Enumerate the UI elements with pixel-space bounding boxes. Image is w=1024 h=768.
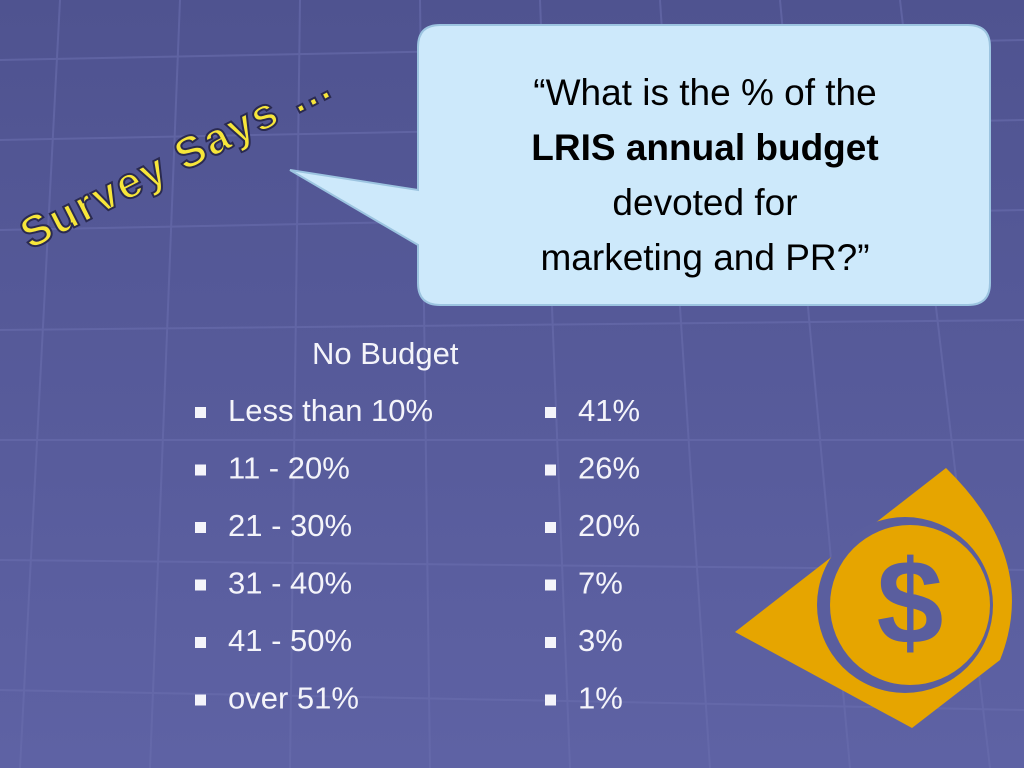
bullet	[545, 464, 556, 476]
list-item: Less than 10%	[228, 393, 433, 428]
list-item: 11 - 20%	[228, 451, 350, 486]
list-item: 41 - 50%	[228, 623, 352, 658]
list-item: 1%	[578, 681, 623, 716]
list-item: over 51%	[228, 681, 359, 716]
bullet	[545, 694, 556, 706]
list-item: 31 - 40%	[228, 566, 352, 601]
bubble-line: “What is the % of the	[533, 72, 876, 113]
bullet	[195, 637, 206, 648]
list-item: 26%	[578, 451, 640, 486]
bullet	[195, 407, 206, 418]
list-item: 41%	[578, 393, 640, 428]
bullet	[195, 579, 206, 591]
list-item: 20%	[578, 508, 640, 543]
bubble-line: LRIS annual budget	[531, 127, 878, 168]
bullet	[545, 579, 556, 591]
bullet	[195, 464, 206, 476]
list-item: 3%	[578, 623, 623, 658]
speech-bubble	[289, 24, 991, 306]
bubble-line: devoted for	[612, 182, 797, 223]
bubble-line: marketing and PR?”	[540, 237, 869, 278]
bullet	[195, 522, 206, 533]
list-item: 21 - 30%	[228, 508, 352, 543]
lists: Less than 10% 11 - 20% 21 - 30% 31 - 40% 41 …	[195, 393, 640, 716]
bullet	[545, 522, 556, 533]
bullet	[545, 637, 556, 648]
bullet	[545, 407, 556, 418]
bullet	[195, 694, 206, 706]
dollar-icon: $	[735, 468, 1012, 728]
list-heading: No Budget	[312, 336, 459, 371]
dollar-sign: $	[877, 536, 944, 670]
list-item: 7%	[578, 566, 623, 601]
